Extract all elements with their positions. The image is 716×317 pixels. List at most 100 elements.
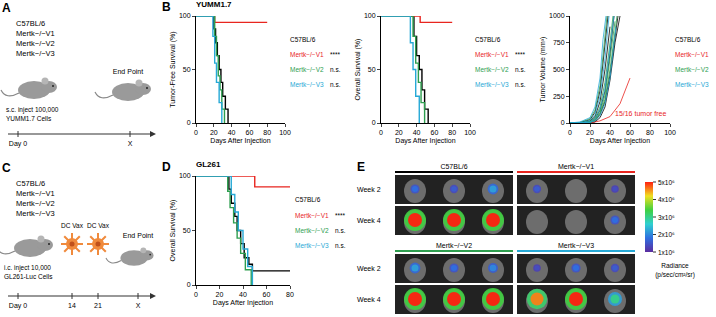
svg-text:Mertk−/−V1: Mertk−/−V1 bbox=[16, 189, 55, 198]
svg-text:Day 0: Day 0 bbox=[9, 140, 27, 148]
svg-text:Mertk−/−V3: Mertk−/−V3 bbox=[295, 242, 329, 249]
svg-text:100: 100 bbox=[179, 172, 191, 179]
svg-text:E: E bbox=[357, 160, 365, 174]
svg-text:****: **** bbox=[515, 51, 526, 58]
svg-text:60: 60 bbox=[431, 129, 439, 136]
svg-text:End Point: End Point bbox=[113, 68, 143, 75]
svg-text:Mertk−/−V2: Mertk−/−V2 bbox=[290, 66, 324, 73]
svg-text:****: **** bbox=[335, 212, 346, 219]
svg-text:C57BL/6: C57BL/6 bbox=[675, 36, 701, 43]
svg-text:20: 20 bbox=[586, 129, 594, 136]
svg-text:100: 100 bbox=[664, 129, 676, 136]
svg-text:Days After Injection: Days After Injection bbox=[590, 137, 650, 145]
svg-text:Overall Survival (%): Overall Survival (%) bbox=[169, 200, 177, 262]
svg-text:80: 80 bbox=[263, 129, 271, 136]
svg-text:X: X bbox=[128, 140, 133, 147]
svg-text:20: 20 bbox=[210, 129, 218, 136]
svg-text:40: 40 bbox=[228, 129, 236, 136]
svg-text:C57BL/6: C57BL/6 bbox=[475, 36, 501, 43]
svg-text:Mertk−/−V3: Mertk−/−V3 bbox=[675, 81, 709, 88]
svg-text:Week 4: Week 4 bbox=[357, 217, 381, 224]
svg-text:50: 50 bbox=[183, 66, 191, 73]
svg-text:500: 500 bbox=[553, 66, 565, 73]
svg-text:DC Vax: DC Vax bbox=[61, 222, 84, 229]
svg-text:A: A bbox=[2, 1, 11, 15]
svg-text:Mertk−/−V1: Mertk−/−V1 bbox=[475, 51, 509, 58]
svg-text:Week 2: Week 2 bbox=[357, 186, 381, 193]
svg-text:i.c. inject 10,000: i.c. inject 10,000 bbox=[4, 264, 51, 272]
svg-text:15/16 tumor free: 15/16 tumor free bbox=[615, 110, 666, 117]
svg-text:21: 21 bbox=[94, 302, 102, 309]
svg-text:Mertk−/−V1: Mertk−/−V1 bbox=[558, 163, 594, 170]
svg-text:14: 14 bbox=[68, 302, 76, 309]
svg-text:Overall Survival (%): Overall Survival (%) bbox=[354, 39, 362, 101]
svg-text:Mertk−/−V1: Mertk−/−V1 bbox=[290, 51, 324, 58]
svg-text:Days After Injection: Days After Injection bbox=[395, 137, 455, 145]
svg-text:100: 100 bbox=[364, 12, 376, 19]
svg-text:1000: 1000 bbox=[549, 12, 565, 19]
svg-text:C57BL/6: C57BL/6 bbox=[440, 163, 467, 170]
svg-text:Mertk−/−V3: Mertk−/−V3 bbox=[290, 81, 324, 88]
svg-text:****: **** bbox=[330, 51, 341, 58]
svg-text:Mertk−/−V3: Mertk−/−V3 bbox=[558, 242, 594, 249]
svg-text:0: 0 bbox=[194, 129, 198, 136]
svg-text:3x10⁶: 3x10⁶ bbox=[658, 214, 675, 221]
svg-text:X: X bbox=[136, 302, 141, 309]
svg-text:Mertk−/−V2: Mertk−/−V2 bbox=[475, 66, 509, 73]
svg-text:n.s.: n.s. bbox=[335, 227, 346, 234]
svg-text:GL261-Luc Cells: GL261-Luc Cells bbox=[4, 273, 53, 280]
svg-text:n.s.: n.s. bbox=[330, 66, 341, 73]
svg-text:Days After Injection: Days After Injection bbox=[213, 299, 273, 307]
svg-text:n.s.: n.s. bbox=[515, 66, 526, 73]
svg-text:0: 0 bbox=[187, 119, 191, 126]
svg-text:DC Vax: DC Vax bbox=[87, 222, 110, 229]
svg-text:40: 40 bbox=[413, 129, 421, 136]
svg-text:0: 0 bbox=[194, 291, 198, 298]
svg-text:n.s.: n.s. bbox=[335, 242, 346, 249]
svg-text:(p/sec/cm²/sr): (p/sec/cm²/sr) bbox=[655, 271, 695, 279]
svg-text:Week 4: Week 4 bbox=[357, 296, 381, 303]
svg-text:60: 60 bbox=[626, 129, 634, 136]
svg-text:C57BL/6: C57BL/6 bbox=[16, 179, 45, 188]
svg-text:YUMM1.7 Cells: YUMM1.7 Cells bbox=[6, 115, 52, 122]
svg-text:4x10⁶: 4x10⁶ bbox=[658, 196, 675, 203]
svg-text:Mertk−/−V3: Mertk−/−V3 bbox=[16, 49, 55, 58]
svg-text:0: 0 bbox=[568, 129, 572, 136]
svg-text:60: 60 bbox=[263, 291, 271, 298]
svg-text:Mertk−/−V1: Mertk−/−V1 bbox=[295, 212, 329, 219]
svg-text:C57BL/6: C57BL/6 bbox=[290, 36, 316, 43]
svg-text:20: 20 bbox=[216, 291, 224, 298]
svg-text:C57BL/6: C57BL/6 bbox=[16, 19, 45, 28]
svg-text:Days After Injection: Days After Injection bbox=[210, 137, 270, 145]
svg-text:Tumor-Free Survival (%): Tumor-Free Survival (%) bbox=[169, 31, 177, 107]
svg-text:0: 0 bbox=[187, 281, 191, 288]
svg-text:Day 0: Day 0 bbox=[9, 302, 27, 310]
svg-text:0: 0 bbox=[372, 119, 376, 126]
svg-text:60: 60 bbox=[246, 129, 254, 136]
svg-text:GL261: GL261 bbox=[196, 160, 221, 169]
svg-text:Week 2: Week 2 bbox=[357, 265, 381, 272]
svg-text:750: 750 bbox=[553, 39, 565, 46]
svg-text:Tumor Volume (mm³): Tumor Volume (mm³) bbox=[539, 37, 547, 103]
svg-text:Radiance: Radiance bbox=[661, 262, 689, 269]
svg-text:1x10⁶: 1x10⁶ bbox=[658, 249, 675, 256]
svg-text:80: 80 bbox=[448, 129, 456, 136]
svg-text:100: 100 bbox=[279, 129, 291, 136]
svg-text:Mertk−/−V2: Mertk−/−V2 bbox=[16, 39, 55, 48]
svg-text:Mertk−/−V3: Mertk−/−V3 bbox=[475, 81, 509, 88]
svg-text:40: 40 bbox=[239, 291, 247, 298]
svg-text:End Point: End Point bbox=[123, 232, 153, 239]
svg-text:5x10⁶: 5x10⁶ bbox=[658, 179, 675, 186]
svg-text:Mertk−/−V2: Mertk−/−V2 bbox=[436, 242, 472, 249]
svg-text:100: 100 bbox=[464, 129, 476, 136]
svg-text:20: 20 bbox=[395, 129, 403, 136]
svg-text:n.s.: n.s. bbox=[515, 81, 526, 88]
svg-text:80: 80 bbox=[646, 129, 654, 136]
svg-text:Mertk−/−V2: Mertk−/−V2 bbox=[16, 199, 55, 208]
svg-text:s.c. inject 100,000: s.c. inject 100,000 bbox=[6, 106, 59, 114]
svg-text:80: 80 bbox=[286, 291, 294, 298]
svg-text:Mertk−/−V2: Mertk−/−V2 bbox=[295, 227, 329, 234]
svg-text:Mertk−/−V2: Mertk−/−V2 bbox=[675, 66, 709, 73]
svg-text:Mertk−/−V1: Mertk−/−V1 bbox=[16, 29, 55, 38]
svg-text:C57BL/6: C57BL/6 bbox=[295, 196, 321, 203]
